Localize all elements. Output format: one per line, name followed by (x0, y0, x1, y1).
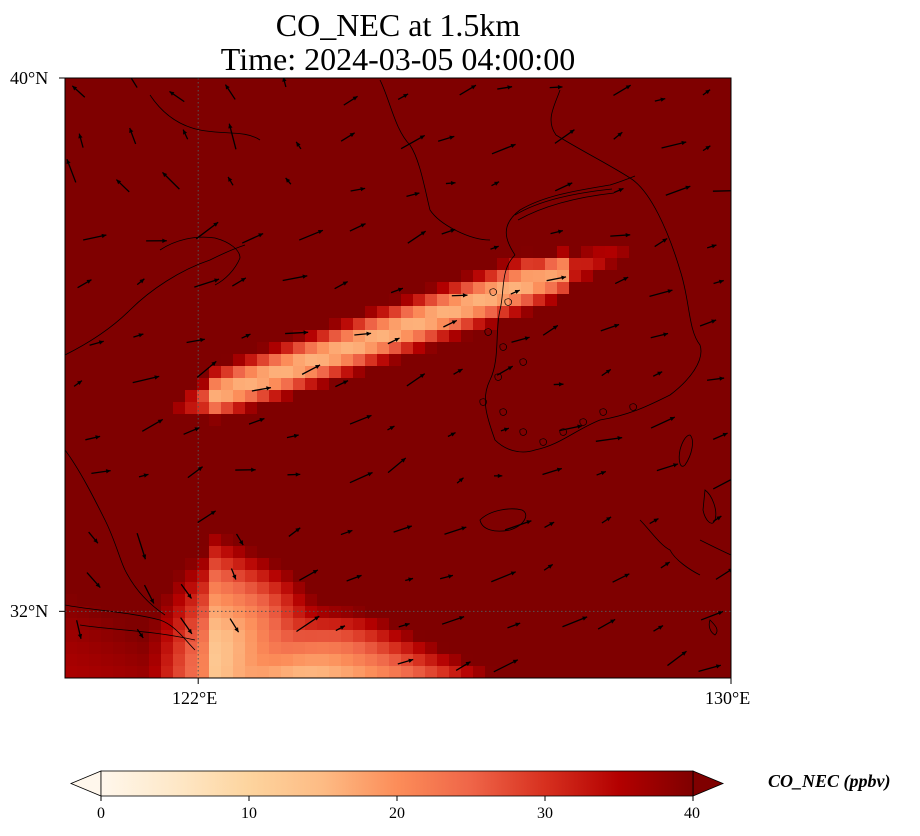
lat-label-40n: 40°N (10, 68, 49, 88)
gridlines (65, 78, 731, 678)
wind-vectors (66, 78, 731, 673)
colorbar-label: CO_NEC (ppbv) (768, 771, 891, 791)
colorbar-ramp (100, 770, 694, 797)
lat-label-32n: 32°N (10, 601, 49, 621)
colorbar-tick-30: 30 (537, 805, 553, 822)
colorbar-tick-20: 20 (389, 805, 405, 822)
coastline (65, 79, 731, 651)
colorbar-tick-40: 40 (684, 805, 700, 822)
colorbar-tick-10: 10 (241, 805, 257, 822)
map-frame (64, 77, 732, 679)
axis-tick-marks (59, 77, 732, 684)
map-title: CO_NEC at 1.5km (275, 7, 521, 43)
colorbar-tick-0: 0 (97, 805, 105, 822)
colorbar (69, 770, 725, 801)
map-subtitle-time: Time: 2024-03-05 04:00:00 (220, 41, 576, 77)
concentration-field (65, 78, 731, 678)
lon-label-130e: 130°E (705, 688, 751, 708)
lon-label-122e: 122°E (172, 688, 218, 708)
